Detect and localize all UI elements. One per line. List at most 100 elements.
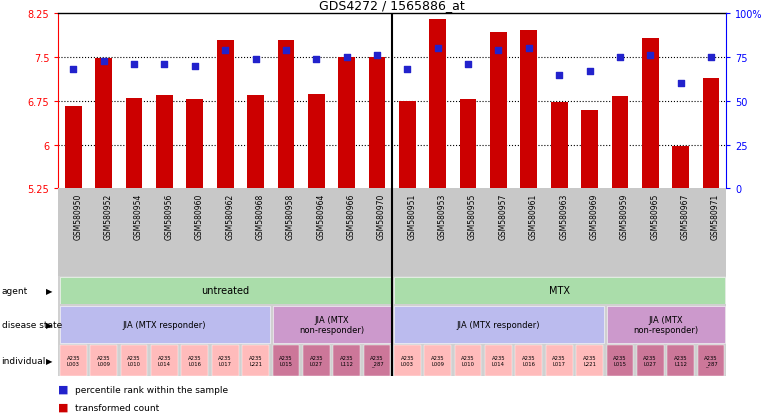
Bar [611,97,628,189]
Text: A235
L014: A235 L014 [492,355,506,366]
Bar [303,346,329,375]
Bar [60,306,270,344]
Point [67,67,80,74]
Bar [121,346,148,375]
Text: disease state: disease state [2,320,62,329]
Text: A235
L009: A235 L009 [431,355,444,366]
Bar [394,278,725,304]
Bar [65,107,82,189]
Point [493,48,505,55]
Point [462,62,474,69]
Bar [151,346,178,375]
Bar [339,58,355,189]
Point [219,48,231,55]
Text: A235
_287: A235 _287 [370,355,384,366]
Bar [212,346,238,375]
Text: JIA (MTX responder): JIA (MTX responder) [457,320,540,329]
Bar [394,306,604,344]
Bar [485,346,512,375]
Text: A235
L017: A235 L017 [552,355,566,366]
Title: GDS4272 / 1565886_at: GDS4272 / 1565886_at [319,0,465,12]
Text: GSM580966: GSM580966 [347,193,355,240]
Text: ■: ■ [58,384,69,394]
Text: A235
L003: A235 L003 [67,355,80,366]
Bar [455,346,482,375]
Bar [576,346,603,375]
Text: A235
L009: A235 L009 [97,355,110,366]
Text: ▶: ▶ [46,286,52,295]
Text: GSM580963: GSM580963 [559,193,568,240]
Text: A235
_287: A235 _287 [704,355,718,366]
Text: A235
L221: A235 L221 [249,355,263,366]
Text: GSM580956: GSM580956 [165,193,173,240]
Text: A235
L015: A235 L015 [613,355,627,366]
Text: A235
L016: A235 L016 [522,355,535,366]
Text: GSM580952: GSM580952 [103,193,113,240]
Bar [333,346,360,375]
Point [614,55,626,62]
Text: GSM580958: GSM580958 [286,193,295,240]
Text: untreated: untreated [201,286,249,296]
Bar [186,100,203,189]
Text: GSM580968: GSM580968 [256,193,264,240]
Point [280,48,292,55]
Point [159,62,171,69]
Text: A235
L010: A235 L010 [461,355,475,366]
Text: GSM580960: GSM580960 [195,193,204,240]
Bar [394,346,421,375]
Text: A235
L112: A235 L112 [340,355,353,366]
Text: GSM580957: GSM580957 [499,193,507,240]
Point [644,53,656,59]
Text: ▶: ▶ [46,356,52,365]
Text: GSM580955: GSM580955 [468,193,477,240]
Text: percentile rank within the sample: percentile rank within the sample [75,385,228,394]
Point [584,69,596,75]
Text: A235
L112: A235 L112 [674,355,687,366]
Text: GSM580967: GSM580967 [681,193,689,240]
Bar [551,103,568,189]
Text: A235
L015: A235 L015 [279,355,293,366]
Bar [637,346,663,375]
Bar [308,95,325,189]
Bar [182,346,208,375]
Text: A235
L003: A235 L003 [401,355,414,366]
Point [371,53,383,59]
Bar [60,278,391,304]
Bar [247,95,264,189]
Text: A235
L016: A235 L016 [188,355,201,366]
Text: A235
L027: A235 L027 [643,355,657,366]
Bar [430,20,446,189]
Text: GSM580970: GSM580970 [377,193,386,240]
Point [553,72,565,79]
Bar [673,147,689,189]
Bar [242,346,269,375]
Bar [516,346,542,375]
Point [522,46,535,53]
Bar [667,346,694,375]
Point [188,64,201,70]
Bar [126,99,142,189]
Bar [273,306,391,344]
Text: transformed count: transformed count [75,403,159,412]
Point [341,55,353,62]
Text: GSM580962: GSM580962 [225,193,234,240]
Bar [581,110,598,189]
Point [431,46,444,53]
Bar [460,100,476,189]
Text: GSM580950: GSM580950 [74,193,83,240]
Bar [520,31,537,189]
Text: GSM580969: GSM580969 [590,193,598,240]
Text: GSM580959: GSM580959 [620,193,629,240]
Text: individual: individual [2,356,46,365]
Bar [607,306,725,344]
Bar [364,346,391,375]
Text: GSM580965: GSM580965 [650,193,660,240]
Point [310,57,322,63]
Text: MTX: MTX [548,286,570,296]
Text: JIA (MTX
non-responder): JIA (MTX non-responder) [633,315,698,335]
Bar [217,41,234,189]
Point [675,81,687,88]
Point [128,62,140,69]
Text: GSM580953: GSM580953 [437,193,447,240]
Text: JIA (MTX responder): JIA (MTX responder) [123,320,206,329]
